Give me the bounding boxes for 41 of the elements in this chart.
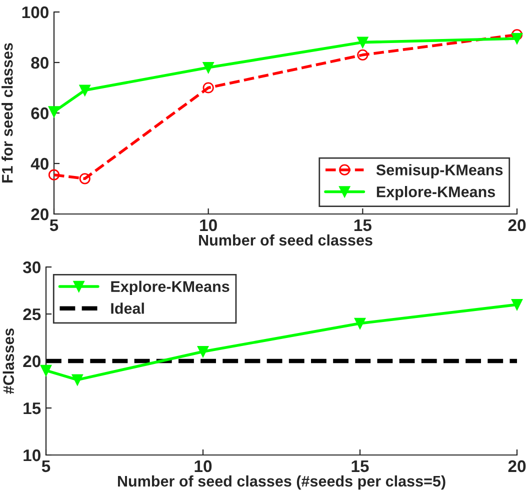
y-tick-label: 100 bbox=[22, 6, 48, 18]
legend-label: Semisup-KMeans bbox=[376, 164, 503, 178]
point bbox=[48, 106, 60, 118]
point bbox=[40, 364, 52, 376]
y-tick-label: 25 bbox=[23, 308, 41, 320]
point bbox=[511, 29, 523, 40]
point bbox=[79, 173, 90, 184]
legend-label: Explore-KMeans bbox=[111, 280, 230, 295]
x-tick-label: 10 bbox=[200, 219, 217, 232]
x-tick-label: 15 bbox=[354, 219, 372, 232]
point bbox=[197, 346, 209, 358]
y-tick-label: 20 bbox=[23, 355, 40, 368]
legend-label: Ideal bbox=[111, 302, 144, 314]
x-tick-label: 15 bbox=[352, 460, 369, 472]
point bbox=[202, 62, 214, 74]
x-tick-label: 10 bbox=[194, 460, 212, 472]
x-tick-label: 20 bbox=[508, 219, 526, 232]
point bbox=[48, 169, 60, 180]
y-tick-label: 15 bbox=[24, 402, 41, 414]
x-axis-title: Number of seed classes (#seeds per class=5) bbox=[118, 475, 446, 490]
x-tick-label: 20 bbox=[508, 460, 526, 472]
point bbox=[202, 82, 214, 94]
y-tick-label: 20 bbox=[31, 208, 48, 220]
y-axis-title: F1 for seed classes bbox=[2, 43, 13, 182]
point bbox=[511, 32, 523, 44]
y-tick-label: 30 bbox=[22, 261, 40, 274]
y-tick-label: 10 bbox=[24, 449, 40, 462]
x-tick-label: 5 bbox=[50, 219, 58, 232]
point bbox=[354, 318, 366, 329]
point bbox=[511, 299, 523, 310]
x-tick-label: 5 bbox=[42, 460, 50, 472]
point bbox=[357, 49, 368, 60]
point bbox=[79, 84, 90, 96]
point bbox=[72, 374, 83, 386]
point bbox=[357, 36, 368, 48]
y-tick-label: 40 bbox=[30, 158, 48, 170]
y-tick-label: 80 bbox=[31, 56, 48, 69]
legend-label: Explore-KMeans bbox=[376, 186, 495, 200]
y-axis-title: #Classes bbox=[2, 328, 14, 394]
x-axis-title: Number of seed classes bbox=[199, 234, 372, 246]
y-tick-label: 60 bbox=[31, 107, 48, 120]
